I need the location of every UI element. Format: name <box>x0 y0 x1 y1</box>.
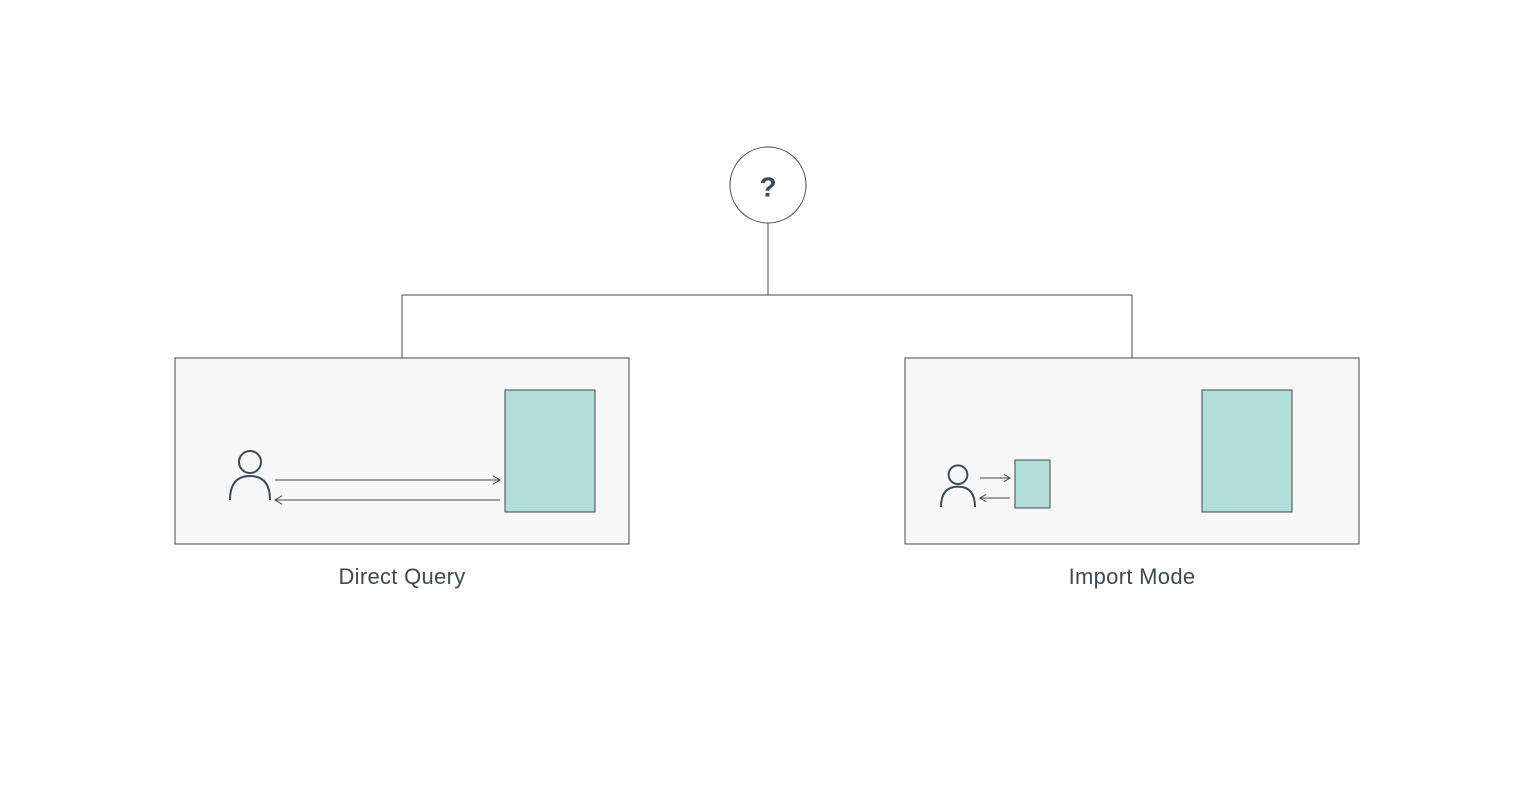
question-mark-icon: ? <box>759 172 776 203</box>
cache-icon <box>1015 460 1050 508</box>
import-mode-label: Import Mode <box>905 564 1359 590</box>
direct-query-label: Direct Query <box>175 564 629 590</box>
database-icon <box>1202 390 1292 512</box>
option-import-mode <box>905 358 1359 544</box>
comparison-diagram: ? <box>0 0 1536 804</box>
question-node: ? <box>730 147 806 223</box>
tree-connectors <box>402 223 1132 358</box>
diagram-svg: ? <box>0 0 1536 804</box>
option-direct-query <box>175 358 629 544</box>
database-icon <box>505 390 595 512</box>
